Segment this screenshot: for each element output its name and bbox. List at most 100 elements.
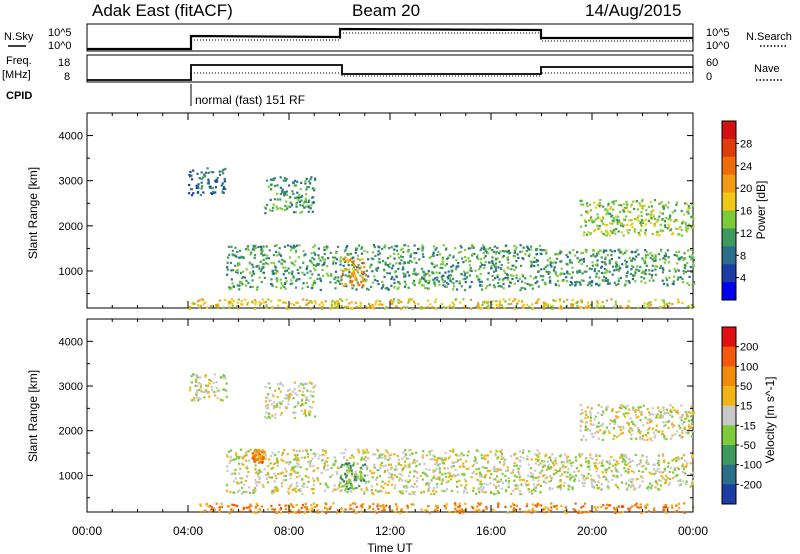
power-echo-cell — [615, 268, 618, 271]
power-echo-cell — [377, 282, 380, 286]
power-echo-cell — [636, 216, 639, 219]
velocity-echo-cell — [639, 431, 642, 435]
velocity-echo-cell — [602, 411, 605, 415]
velocity-echo-cell — [475, 468, 478, 471]
velocity-echo-cell — [310, 488, 313, 491]
power-echo-cell — [656, 219, 660, 222]
power-echo-cell — [339, 298, 342, 301]
velocity-echo-cell — [341, 463, 344, 466]
power-echo-cell — [238, 284, 241, 287]
power-echo-cell — [615, 263, 619, 266]
velocity-echo-cell — [593, 506, 596, 509]
velocity-echo-cell — [347, 487, 350, 491]
velocity-echo-cell — [323, 462, 326, 465]
velocity-echo-cell — [284, 508, 287, 511]
power-echo-cell — [360, 247, 363, 250]
velocity-echo-cell — [416, 476, 419, 480]
power-echo-cell — [530, 245, 533, 248]
power-echo-cell — [326, 272, 329, 275]
power-echo-cell — [395, 262, 398, 265]
power-echo-cell — [668, 216, 672, 219]
velocity-echo-cell — [626, 487, 629, 490]
power-echo-cell — [659, 250, 662, 253]
velocity-echo-cell — [283, 448, 286, 451]
power-colorbar-segment — [722, 138, 736, 158]
velocity-echo-cell — [217, 389, 220, 392]
power-echo-cell — [255, 288, 258, 291]
velocity-echo-cell — [290, 393, 293, 396]
power-echo-cell — [604, 256, 607, 259]
power-echo-cell — [563, 300, 566, 303]
power-echo-cell — [372, 244, 376, 247]
velocity-echo-cell — [272, 395, 275, 398]
power-echo-cell — [467, 257, 470, 260]
power-echo-cell — [415, 261, 418, 264]
velocity-echo-cell — [581, 511, 585, 514]
velocity-echo-cell — [361, 467, 364, 470]
velocity-echo-cell — [579, 413, 582, 416]
velocity-echo-cell — [267, 382, 270, 385]
velocity-echo-cell — [554, 505, 557, 508]
velocity-echo-cell — [492, 468, 495, 471]
velocity-echo-cell — [531, 473, 534, 476]
velocity-echo-cell — [562, 461, 566, 464]
power-echo-cell — [292, 246, 295, 250]
power-echo-cell — [495, 262, 498, 265]
power-echo-cell — [645, 264, 648, 267]
velocity-echo-cell — [659, 411, 662, 414]
velocity-echo-cell — [584, 425, 587, 428]
velocity-echo-cell — [614, 475, 617, 478]
velocity-echo-cell — [641, 476, 644, 479]
velocity-echo-cell — [302, 482, 305, 485]
velocity-echo-cell — [389, 457, 392, 460]
power-echo-cell — [589, 203, 592, 206]
power-echo-cell — [244, 248, 247, 251]
power-echo-cell — [563, 272, 566, 275]
power-echo-cell — [654, 268, 657, 271]
power-echo-cell — [568, 251, 571, 254]
power-echo-cell — [508, 285, 511, 288]
velocity-echo-cell — [379, 453, 382, 456]
velocity-echo-cell — [520, 483, 523, 486]
power-echo-cell — [683, 267, 686, 270]
velocity-echo-cell — [245, 451, 248, 454]
velocity-echo-cell — [221, 399, 224, 402]
velocity-echo-cell — [657, 430, 661, 433]
power-echo-cell — [200, 177, 203, 180]
power-echo-cell — [541, 279, 544, 282]
velocity-echo-cell — [455, 509, 458, 512]
velocity-echo-cell — [441, 473, 444, 476]
velocity-echo-cell — [430, 479, 433, 482]
velocity-echo-cell — [550, 509, 553, 512]
power-echo-cell — [532, 260, 535, 263]
power-echo-cell — [580, 203, 583, 206]
velocity-echo-cell — [245, 490, 248, 494]
power-echo-cell — [492, 251, 495, 254]
power-echo-cell — [339, 263, 342, 266]
velocity-echo-cell — [382, 507, 386, 510]
velocity-echo-cell — [645, 434, 648, 437]
power-echo-cell — [518, 277, 521, 280]
velocity-echo-cell — [288, 472, 291, 476]
power-echo-cell — [660, 248, 663, 251]
power-echo-cell — [342, 270, 345, 273]
velocity-echo-cell — [393, 474, 396, 477]
velocity-echo-cell — [573, 478, 576, 481]
velocity-echo-cell — [275, 477, 278, 480]
power-echo-cell — [585, 270, 588, 273]
power-echo-cell — [429, 303, 432, 306]
power-echo-cell — [319, 279, 322, 282]
power-echo-cell — [313, 178, 317, 182]
power-echo-cell — [452, 255, 455, 258]
velocity-echo-cell — [486, 483, 489, 486]
power-echo-cell — [413, 251, 416, 255]
velocity-echo-cell — [413, 482, 416, 485]
velocity-echo-cell — [678, 424, 681, 427]
velocity-echo-cell — [257, 461, 261, 464]
power-echo-cell — [547, 271, 550, 274]
power-echo-cell — [413, 268, 416, 271]
power-echo-cell — [663, 303, 666, 306]
velocity-echo-cell — [213, 507, 216, 510]
velocity-echo-cell — [267, 508, 270, 511]
velocity-echo-cell — [208, 378, 211, 381]
